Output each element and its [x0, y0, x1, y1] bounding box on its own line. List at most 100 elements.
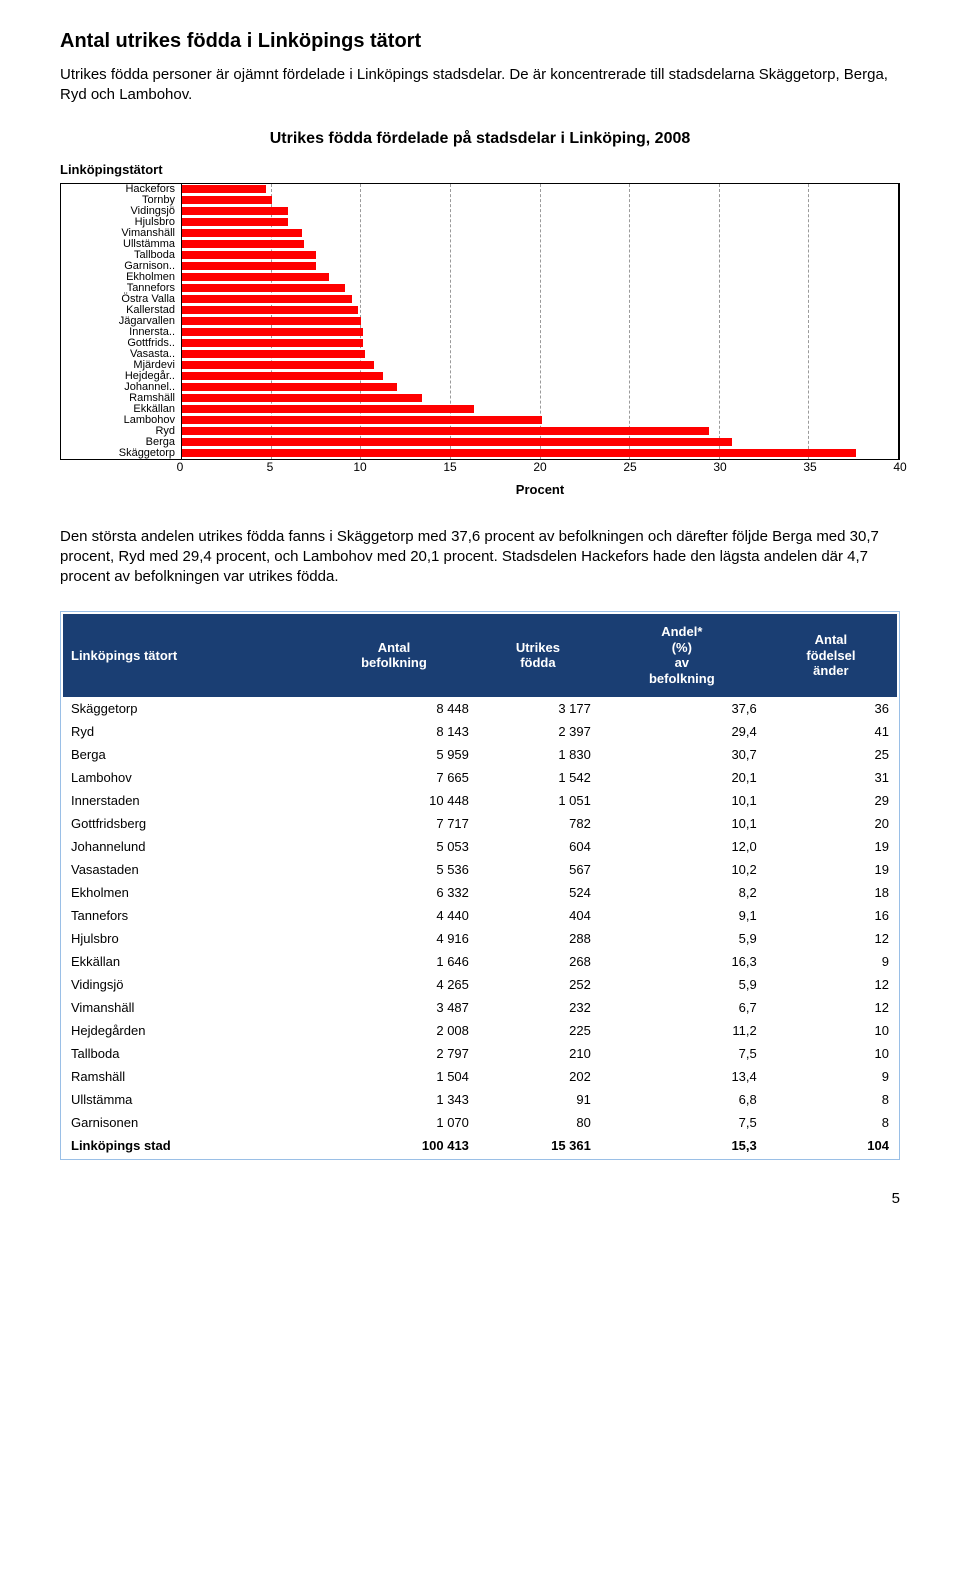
chart-bars	[182, 184, 899, 459]
table-cell: 30,7	[599, 743, 765, 766]
table-header-cell: Utrikesfödda	[477, 614, 599, 696]
table-cell: 1 542	[477, 766, 599, 789]
chart-bar	[182, 251, 316, 260]
chart-bar-row	[182, 283, 899, 294]
table-cell: 1 070	[311, 1111, 477, 1134]
table-cell: 1 646	[311, 950, 477, 973]
table-body: Skäggetorp8 4483 17737,636Ryd8 1432 3972…	[63, 697, 897, 1157]
chart-category-label: Vasasta..	[61, 349, 181, 360]
table-row: Ekkällan1 64626816,39	[63, 950, 897, 973]
table-row: Lambohov7 6651 54220,131	[63, 766, 897, 789]
table-cell: Johannelund	[63, 835, 311, 858]
chart-category-label: Ekkällan	[61, 404, 181, 415]
table-cell: 6,8	[599, 1088, 765, 1111]
chart-bar-row	[182, 272, 899, 283]
table-cell: Hjulsbro	[63, 927, 311, 950]
table-cell: 13,4	[599, 1065, 765, 1088]
chart-bar	[182, 416, 542, 425]
chart-bar	[182, 361, 374, 370]
table-cell: Vidingsjö	[63, 973, 311, 996]
chart-bar-row	[182, 371, 899, 382]
chart-bar-row	[182, 360, 899, 371]
chart-category-label: Skäggetorp	[61, 448, 181, 459]
table-row: Ullstämma1 343916,88	[63, 1088, 897, 1111]
table-row: Vasastaden5 53656710,219	[63, 858, 897, 881]
table-header-cell: Antalfödelseländer	[765, 614, 897, 696]
chart-bar-row	[182, 239, 899, 250]
table-cell: 6,7	[599, 996, 765, 1019]
table-row: Vidingsjö4 2652525,912	[63, 973, 897, 996]
table-cell: Tannefors	[63, 904, 311, 927]
table-cell: 7 717	[311, 812, 477, 835]
table-cell: 80	[477, 1111, 599, 1134]
table-cell: 12	[765, 996, 897, 1019]
bar-chart: HackeforsTornbyVidingsjöHjulsbroVimanshä…	[60, 183, 900, 460]
chart-category-label: Hackefors	[61, 184, 181, 195]
table-cell: 36	[765, 697, 897, 720]
chart-xlabel: Procent	[180, 482, 900, 497]
chart-xtick: 35	[803, 460, 816, 474]
chart-category-label: Östra Valla	[61, 294, 181, 305]
chart-xtick: 30	[713, 460, 726, 474]
chart-bar-row	[182, 250, 899, 261]
chart-ylabel: Linköpingstätort	[60, 162, 900, 177]
table-row: Garnisonen1 070807,58	[63, 1111, 897, 1134]
table-cell: 1 830	[477, 743, 599, 766]
chart-category-label: Ryd	[61, 426, 181, 437]
table-cell: 41	[765, 720, 897, 743]
table-cell: Linköpings stad	[63, 1134, 311, 1157]
table-cell: 1 343	[311, 1088, 477, 1111]
table-cell: 2 797	[311, 1042, 477, 1065]
table-row: Gottfridsberg7 71778210,120	[63, 812, 897, 835]
table-cell: Ramshäll	[63, 1065, 311, 1088]
chart-bar-row	[182, 393, 899, 404]
chart-bar-row	[182, 426, 899, 437]
chart-bar	[182, 427, 709, 436]
chart-bar-row	[182, 184, 899, 195]
table-cell: 19	[765, 858, 897, 881]
chart-xtick: 15	[443, 460, 456, 474]
chart-category-label: Johannel..	[61, 382, 181, 393]
chart-bar	[182, 284, 345, 293]
table-total-row: Linköpings stad100 41315 36115,3104	[63, 1134, 897, 1157]
chart-bar	[182, 339, 363, 348]
table-cell: Innerstaden	[63, 789, 311, 812]
chart-category-label: Vidingsjö	[61, 206, 181, 217]
chart-plot-area	[181, 184, 899, 459]
chart-category-label: Tannefors	[61, 283, 181, 294]
table-row: Ramshäll1 50420213,49	[63, 1065, 897, 1088]
chart-container: Utrikes födda fördelade på stadsdelar i …	[60, 130, 900, 497]
chart-category-label: Gottfrids..	[61, 338, 181, 349]
table-cell: 10	[765, 1019, 897, 1042]
chart-category-label: Ramshäll	[61, 393, 181, 404]
table-row: Hejdegården2 00822511,210	[63, 1019, 897, 1042]
table-cell: 6 332	[311, 881, 477, 904]
chart-bar	[182, 350, 365, 359]
table-cell: 16	[765, 904, 897, 927]
chart-category-label: Tornby	[61, 195, 181, 206]
chart-bar	[182, 295, 352, 304]
table-row: Vimanshäll3 4872326,712	[63, 996, 897, 1019]
table-cell: 3 487	[311, 996, 477, 1019]
table-cell: 8	[765, 1111, 897, 1134]
chart-bar-row	[182, 349, 899, 360]
table-cell: 10,1	[599, 812, 765, 835]
chart-category-label: Ullstämma	[61, 239, 181, 250]
table-row: Johannelund5 05360412,019	[63, 835, 897, 858]
chart-bar	[182, 229, 302, 238]
chart-bar-row	[182, 448, 899, 459]
chart-category-label: Kallerstad	[61, 305, 181, 316]
table-cell: 4 916	[311, 927, 477, 950]
table-cell: 100 413	[311, 1134, 477, 1157]
table-cell: 12,0	[599, 835, 765, 858]
table-cell: 5,9	[599, 927, 765, 950]
table-cell: 29,4	[599, 720, 765, 743]
table-cell: 4 265	[311, 973, 477, 996]
chart-bar	[182, 394, 422, 403]
table-cell: 604	[477, 835, 599, 858]
page-heading: Antal utrikes födda i Linköpings tätort	[60, 30, 900, 53]
chart-bar	[182, 185, 266, 194]
table-header-row: Linköpings tätortAntalbefolkningUtrikesf…	[63, 614, 897, 696]
chart-category-axis: HackeforsTornbyVidingsjöHjulsbroVimanshä…	[61, 184, 181, 459]
table-row: Ryd8 1432 39729,441	[63, 720, 897, 743]
